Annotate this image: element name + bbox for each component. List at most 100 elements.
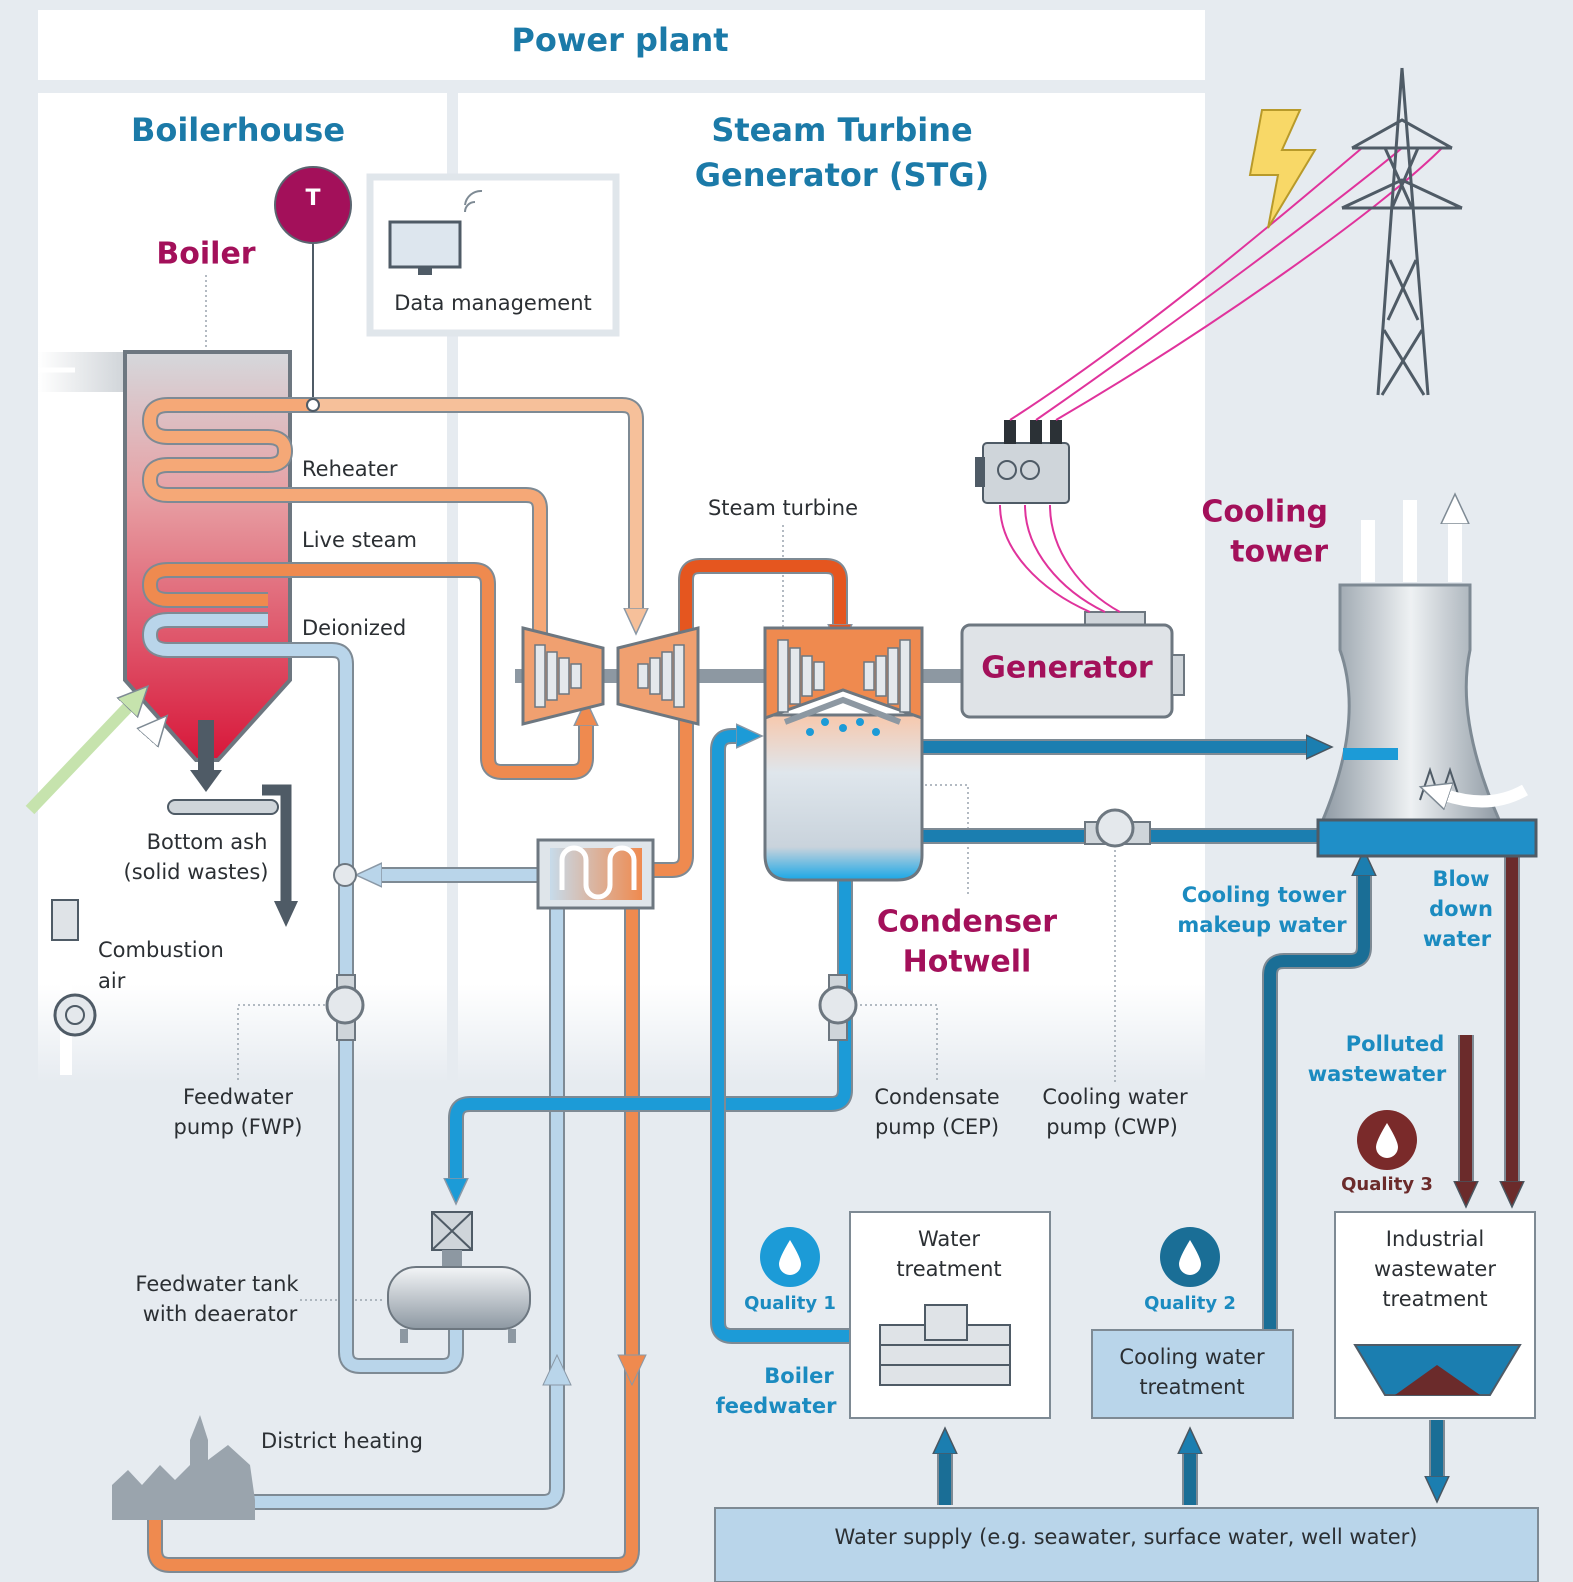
label: feedwater — [716, 1394, 838, 1418]
label: T — [305, 186, 320, 211]
shape — [864, 662, 874, 690]
junction — [334, 864, 356, 886]
shape — [1097, 810, 1133, 846]
label: water — [1423, 927, 1492, 951]
cooling-treatment-box — [1092, 1330, 1293, 1418]
label: tower — [1230, 535, 1328, 570]
label: Quality 2 — [1144, 1293, 1236, 1314]
shape — [820, 987, 856, 1023]
label: Cooling tower — [1182, 883, 1347, 907]
label: District heating — [261, 1429, 423, 1453]
air-heater — [52, 900, 78, 940]
shape — [839, 724, 847, 732]
label: Steam Turbine — [711, 111, 972, 149]
shape — [821, 718, 829, 726]
shape — [571, 664, 581, 688]
label: treatment — [1382, 1287, 1487, 1311]
tank-leg — [400, 1329, 408, 1343]
label: pump (CEP) — [875, 1115, 999, 1139]
label: treatment — [1139, 1375, 1244, 1399]
label: Boiler — [156, 237, 255, 272]
bushings — [1004, 420, 1062, 444]
tap-point — [307, 399, 319, 411]
label: pump (FWP) — [174, 1115, 303, 1139]
label: Water supply (e.g. seawater, surface wat… — [835, 1525, 1418, 1549]
shape — [1050, 420, 1062, 444]
feedwater-tank — [388, 1267, 530, 1329]
label: Generator (STG) — [695, 156, 989, 194]
label: pump (CWP) — [1046, 1115, 1178, 1139]
shape — [559, 658, 569, 694]
label: wastewater — [1374, 1257, 1496, 1281]
shape — [650, 658, 660, 694]
page: {"header":{"title":"Power plant"}, "sect… — [0, 0, 1573, 1582]
label: Deionized — [302, 616, 406, 640]
shape — [662, 652, 672, 700]
condenser — [765, 715, 922, 880]
conveyor — [168, 800, 278, 814]
label: treatment — [896, 1257, 1001, 1281]
monitor-stand — [418, 267, 432, 275]
label: Industrial — [1386, 1227, 1485, 1251]
label: Cooling water — [1042, 1085, 1188, 1109]
shape — [790, 648, 800, 704]
shape — [900, 640, 910, 712]
label: Boiler — [764, 1364, 834, 1388]
shape — [814, 662, 824, 690]
shape — [856, 718, 864, 726]
shape — [638, 664, 648, 688]
transformer-side — [975, 457, 985, 487]
shape — [547, 652, 557, 700]
label: Bottom ash — [147, 830, 268, 854]
shape — [925, 1305, 967, 1340]
quality-1 — [760, 1227, 820, 1287]
label: Condenser — [877, 905, 1057, 940]
spray-header — [1343, 748, 1398, 760]
label: Condensate — [874, 1085, 999, 1109]
deaerator-neck — [442, 1250, 462, 1268]
label: Boilerhouse — [131, 111, 345, 149]
transformer — [983, 443, 1069, 503]
quality-2 — [1160, 1227, 1220, 1287]
shape — [1030, 420, 1042, 444]
label: Cooling water — [1119, 1345, 1265, 1369]
label: Steam turbine — [708, 496, 858, 520]
label: Generator — [981, 651, 1153, 686]
label: Quality 1 — [744, 1293, 836, 1314]
label: (solid wastes) — [124, 860, 269, 884]
quality-3 — [1357, 1110, 1417, 1170]
monitor — [390, 222, 460, 267]
label: Live steam — [302, 528, 417, 552]
label: Polluted — [1346, 1032, 1444, 1056]
label: air — [98, 969, 126, 993]
shape — [802, 656, 812, 696]
label: Cooling — [1201, 495, 1328, 530]
label: Water — [918, 1227, 980, 1251]
label: makeup water — [1177, 913, 1347, 937]
tank-leg — [508, 1329, 516, 1343]
label: Reheater — [302, 457, 398, 481]
label: wastewater — [1308, 1062, 1447, 1086]
ash-outlet — [198, 720, 214, 770]
label: Hotwell — [903, 945, 1032, 980]
label: with deaerator — [143, 1302, 298, 1326]
shape — [888, 648, 898, 704]
shape — [778, 640, 788, 712]
fan — [55, 995, 95, 1035]
shape — [535, 645, 545, 707]
label: Combustion — [98, 938, 224, 962]
shape — [872, 728, 880, 736]
diagram: Power plant Boilerhouse Steam Turbine Gener… — [0, 0, 1573, 1582]
shape — [806, 728, 814, 736]
basin — [1318, 820, 1536, 856]
label: down — [1429, 897, 1493, 921]
label: Quality 3 — [1341, 1174, 1433, 1195]
label: Feedwater tank — [135, 1272, 299, 1296]
label: Blow — [1432, 867, 1489, 891]
shape — [327, 987, 363, 1023]
label: Data management — [394, 291, 592, 315]
gen-end — [1172, 655, 1184, 695]
label: Power plant — [511, 21, 728, 59]
shape — [1004, 420, 1016, 444]
shape — [674, 645, 684, 707]
